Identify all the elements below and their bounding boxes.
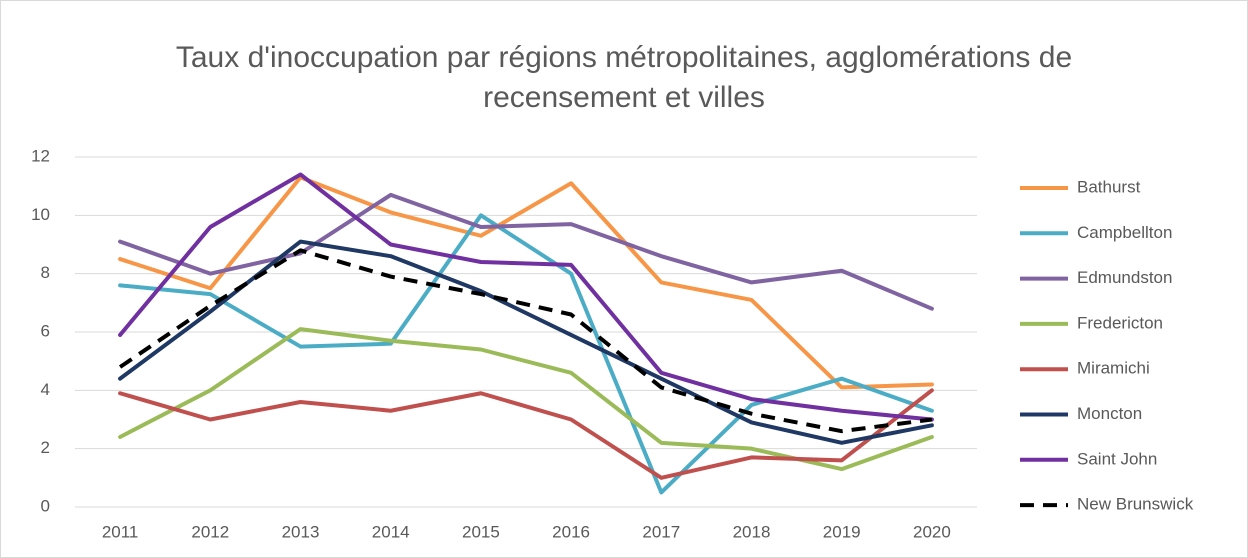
legend-label: Campbellton xyxy=(1077,223,1172,242)
legend-label: Moncton xyxy=(1077,404,1142,423)
x-tick-label: 2020 xyxy=(913,522,951,541)
series-line xyxy=(118,192,934,311)
legend-label: New Brunswick xyxy=(1077,495,1194,514)
legend-label: Saint John xyxy=(1077,449,1157,468)
y-tick-label: 6 xyxy=(41,321,50,340)
x-tick-label: 2016 xyxy=(552,522,590,541)
legend-label: Edmundston xyxy=(1077,268,1172,287)
y-tick-label: 2 xyxy=(41,438,50,457)
x-tick-label: 2018 xyxy=(733,522,771,541)
y-tick-label: 12 xyxy=(31,146,50,165)
x-tick-label: 2019 xyxy=(823,522,861,541)
legend-label: Miramichi xyxy=(1077,359,1150,378)
series-line xyxy=(118,175,934,390)
series-line xyxy=(118,248,933,434)
series-line xyxy=(118,388,934,480)
series-line xyxy=(118,172,934,422)
chart-title: Taux d'inoccupation par régions métropol… xyxy=(175,41,1073,114)
x-tick-label: 2012 xyxy=(191,522,229,541)
series-line xyxy=(118,213,934,495)
y-tick-label: 8 xyxy=(41,263,50,282)
legend-label: Bathurst xyxy=(1077,177,1141,196)
x-tick-label: 2013 xyxy=(282,522,320,541)
x-tick-label: 2017 xyxy=(642,522,680,541)
y-tick-label: 4 xyxy=(41,380,50,399)
y-tick-label: 10 xyxy=(31,205,50,224)
legend-label: Fredericton xyxy=(1077,313,1163,332)
x-tick-label: 2015 xyxy=(462,522,500,541)
y-tick-label: 0 xyxy=(41,496,50,515)
x-tick-label: 2011 xyxy=(102,522,139,541)
x-tick-label: 2014 xyxy=(372,522,410,541)
